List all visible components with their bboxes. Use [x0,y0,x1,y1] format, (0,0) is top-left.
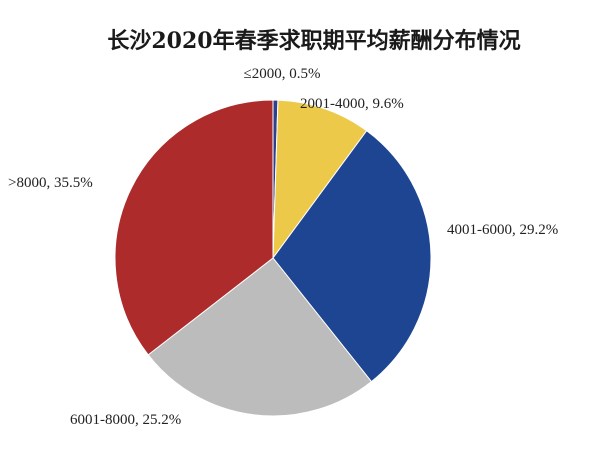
pie-slice-2 [272,99,368,260]
chart-title: 长沙2020年春季求职期平均薪酬分布情况 [107,28,520,54]
pie-slice-5 [114,99,274,356]
pie-slices [114,99,432,417]
pie-labels: ≤2000, 0.5% 2001-4000, 9.6% 4001-6000, 29.… [8,66,558,428]
pie-slice-label-4: 6001-8000, 25.2% [70,412,181,428]
pie-slice-label-1: ≤2000, 0.5% [244,66,321,82]
pie-slice-label-3: 4001-6000, 29.2% [447,222,558,238]
pie-slice-4 [147,257,373,417]
pie-slice-3 [272,130,432,383]
pie-slice-label-2: 2001-4000, 9.6% [300,96,404,112]
pie-slice-label-5: >8000, 35.5% [8,175,93,191]
